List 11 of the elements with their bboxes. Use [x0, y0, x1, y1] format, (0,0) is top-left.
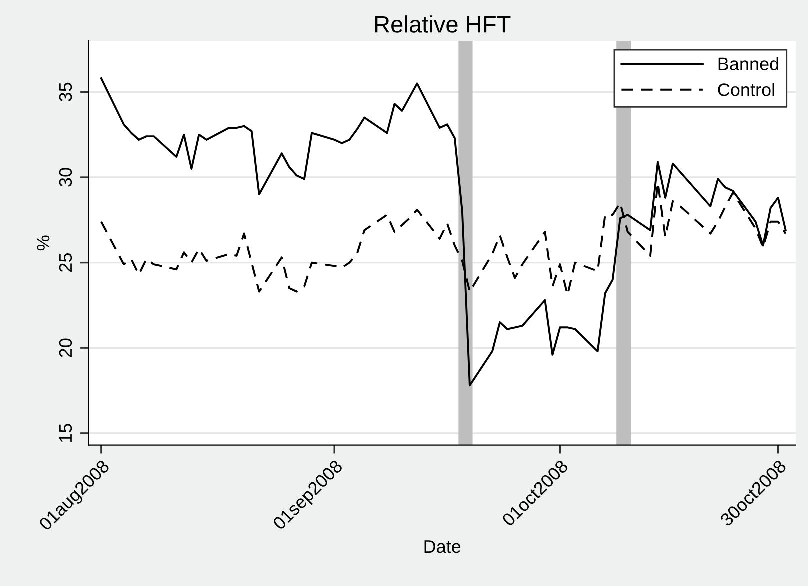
y-tick-label: 35 — [59, 82, 72, 102]
y-axis-title: % — [37, 236, 50, 251]
y-tick-label: 30 — [59, 168, 72, 187]
line-series — [100, 78, 787, 387]
y-tick-label: 15 — [60, 424, 72, 442]
chart-title: Relative HFT — [375, 16, 511, 33]
y-tick-label: 20 — [59, 338, 72, 358]
x-axis-title: Date — [424, 540, 461, 554]
legend-label: Banned — [718, 57, 778, 71]
legend-label: Control — [718, 83, 774, 96]
y-tick-label: 25 — [59, 254, 72, 272]
